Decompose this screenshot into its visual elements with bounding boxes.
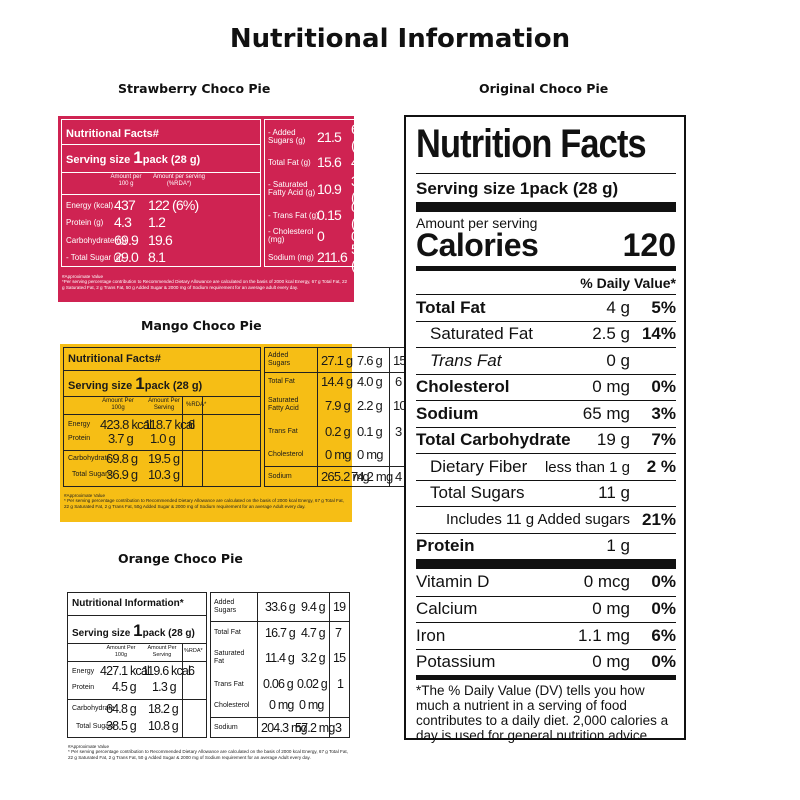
strawberry-left-rows: Energy (kcal) 437 122 (6%) Protein (g) 4…: [62, 196, 260, 266]
panel-title: Nutritional Facts#: [68, 353, 161, 365]
table-row: Carbohydrate 69.8 g 19.5 g: [64, 450, 260, 466]
table-row: Calcium 0 mg 0%: [416, 595, 676, 623]
calories-label: Calories: [416, 227, 539, 263]
strawberry-footnote: #Approximate Value *Per serving percenta…: [62, 274, 348, 290]
column-header: %RDA*: [186, 402, 207, 408]
strawberry-right-rows: - Added Sugars (g) 21.5 6.0 (12%) Total …: [265, 120, 403, 273]
daily-value-footnote: *The % Daily Value (DV) tells you how mu…: [416, 683, 669, 743]
table-row: Vitamin D 0 mcg 0%: [416, 572, 676, 592]
serving-size: Serving size 1pack (28 g): [72, 621, 195, 640]
table-row: Added Sugars 33.6 g 9.4 g 19: [214, 599, 346, 614]
table-row: Total Fat 16.7 g 4.7 g 7: [211, 621, 349, 643]
table-row: Total Fat (g) 15.6 4.3 (6%): [268, 154, 398, 170]
table-row: Carbohydrate (g) 69.9 19.6: [66, 232, 173, 248]
table-row: - Total Sugar (g) 29.0 8.1: [66, 249, 166, 265]
table-row: - Cholesterol (mg) 0 0: [268, 227, 359, 245]
column-header: Amount Per 100g: [102, 398, 134, 411]
table-row: Saturated Fat 2.5 g 14%: [416, 320, 676, 348]
calories-value: 120: [622, 227, 676, 263]
table-row: - Saturated Fatty Acid (g) 10.9 3.0 (14%…: [268, 173, 385, 205]
table-row: Trans Fat 0 g: [416, 347, 676, 374]
table-row: Trans Fat 0.2 g 0.1 g 3: [268, 423, 402, 439]
table-row: Protein 3.7 g 1.0 g: [68, 430, 176, 446]
table-row: Added Sugars 27.1 g 7.6 g 15: [268, 352, 407, 368]
calories-row: Calories 120: [416, 227, 676, 264]
table-row: Energy 427.1 kcal 119.6 kcal 6: [72, 664, 195, 678]
daily-value-header: % Daily Value*: [580, 275, 676, 291]
amount-per-serving: Amount per serving: [416, 215, 538, 231]
mango-right-table: Added Sugars 27.1 g 7.6 g 15 Total Fat 1…: [264, 347, 408, 487]
mango-footnote: #Approximate Value * Per serving percent…: [64, 493, 344, 509]
mango-left-rows: Energy 423.8 kcal 118.7 kcal 6 Protein 3…: [64, 416, 260, 486]
original-nutrition-facts-label: Nutrition Facts Serving size 1pack (28 g…: [404, 115, 686, 743]
table-row: Total Sugars 36.9 g 10.3 g: [72, 466, 180, 482]
column-header: Amount Per Serving: [148, 398, 180, 411]
table-row: Includes 11 g Added sugars 21%: [416, 506, 676, 533]
table-row: Saturated Fat 11.4 g 3.2 g 15: [214, 650, 346, 665]
table-row: Sodium (mg) 211.6 59.2 (3%): [268, 241, 378, 273]
panel-title: Nutritional Information*: [72, 598, 184, 609]
column-header: %RDA*: [184, 648, 203, 654]
column-header: Amount per 100 g: [110, 174, 142, 187]
table-row: Carbohydrate 64.8 g 18.2 g: [68, 699, 206, 717]
table-row: - Trans Fat (g) 0.15 0.04 (3%): [268, 199, 378, 231]
serving-size: Serving size 1pack (28 g): [66, 148, 201, 167]
serving-size: Serving size 1pack (28 g): [68, 374, 203, 393]
column-header: Amount Per 100g: [106, 645, 136, 658]
column-header: Amount per serving (%RDA*): [152, 174, 206, 187]
strawberry-left-table: Nutritional Facts# Serving size 1pack (2…: [61, 119, 261, 267]
strawberry-right-table: - Added Sugars (g) 21.5 6.0 (12%) Total …: [264, 119, 404, 273]
orange-left-table: Nutritional Information* Serving size 1p…: [67, 592, 207, 738]
mango-left-table: Nutritional Facts# Serving size 1pack (2…: [63, 347, 261, 487]
nutrition-facts-heading: Nutrition Facts: [416, 122, 647, 166]
table-row: Energy (kcal) 437 122 (6%): [66, 197, 199, 213]
column-header: Amount Per Serving: [147, 645, 177, 658]
orange-heading: Orange Choco Pie: [118, 551, 243, 566]
table-row: Saturated Fatty Acid 7.9 g 2.2 g 10: [268, 397, 407, 413]
table-row: Cholesterol 0 mg 0 mg: [214, 698, 324, 712]
table-row: Iron 1.1 mg 6%: [416, 622, 676, 649]
orange-right-table: Added Sugars 33.6 g 9.4 g 19 Total Fat 1…: [210, 592, 350, 738]
mango-right-rows: Added Sugars 27.1 g 7.6 g 15 Total Fat 1…: [265, 348, 407, 486]
original-heading: Original Choco Pie: [479, 81, 609, 96]
strawberry-heading: Strawberry Choco Pie: [118, 81, 271, 96]
table-row: Cholesterol 0 mg 0%: [416, 373, 676, 401]
strawberry-label-panel: Nutritional Facts# Serving size 1pack (2…: [58, 116, 404, 302]
table-row: Total Fat 4 g 5%: [416, 294, 676, 321]
table-row: Sodium 65 mg 3%: [416, 400, 676, 427]
orange-left-rows: Energy 427.1 kcal 119.6 kcal 6 Protein 4…: [68, 663, 206, 737]
panel-title: Nutritional Facts#: [66, 128, 159, 140]
table-row: Trans Fat 0.06 g 0.02 g 1: [214, 677, 344, 691]
table-row: Cholesterol 0 mg 0 mg: [268, 446, 383, 462]
table-row: Sodium 265.2 mg 74.2 mg 4: [265, 466, 407, 486]
table-row: Total Fat 14.4 g 4.0 g 6: [265, 372, 407, 390]
orange-right-rows: Added Sugars 33.6 g 9.4 g 19 Total Fat 1…: [211, 593, 349, 739]
mango-heading: Mango Choco Pie: [141, 318, 262, 333]
table-row: Sodium 204.3 mg 57.2 mg 3: [211, 717, 349, 737]
table-row: Total Sugars 11 g: [416, 479, 676, 507]
orange-label-panel: Nutritional Information* Serving size 1p…: [64, 590, 354, 776]
table-row: Protein 1 g: [416, 532, 676, 560]
table-row: Protein (g) 4.3 1.2: [66, 214, 166, 230]
page-title: Nutritional Information: [229, 24, 571, 54]
mango-label-panel: Nutritional Facts# Serving size 1pack (2…: [60, 344, 408, 522]
table-row: Total Sugars 38.5 g 10.8 g: [76, 719, 179, 733]
table-row: Energy 423.8 kcal 118.7 kcal 6: [68, 416, 195, 432]
table-row: Protein 4.5 g 1.3 g: [72, 680, 177, 694]
serving-size: Serving size 1pack (28 g): [416, 179, 619, 198]
table-row: Potassium 0 mg 0%: [416, 648, 676, 676]
table-row: Total Carbohydrate 19 g 7%: [416, 426, 676, 454]
table-row: - Added Sugars (g) 21.5 6.0 (12%): [268, 121, 385, 153]
orange-footnote: #Approximate Value * Per serving percent…: [68, 744, 348, 760]
